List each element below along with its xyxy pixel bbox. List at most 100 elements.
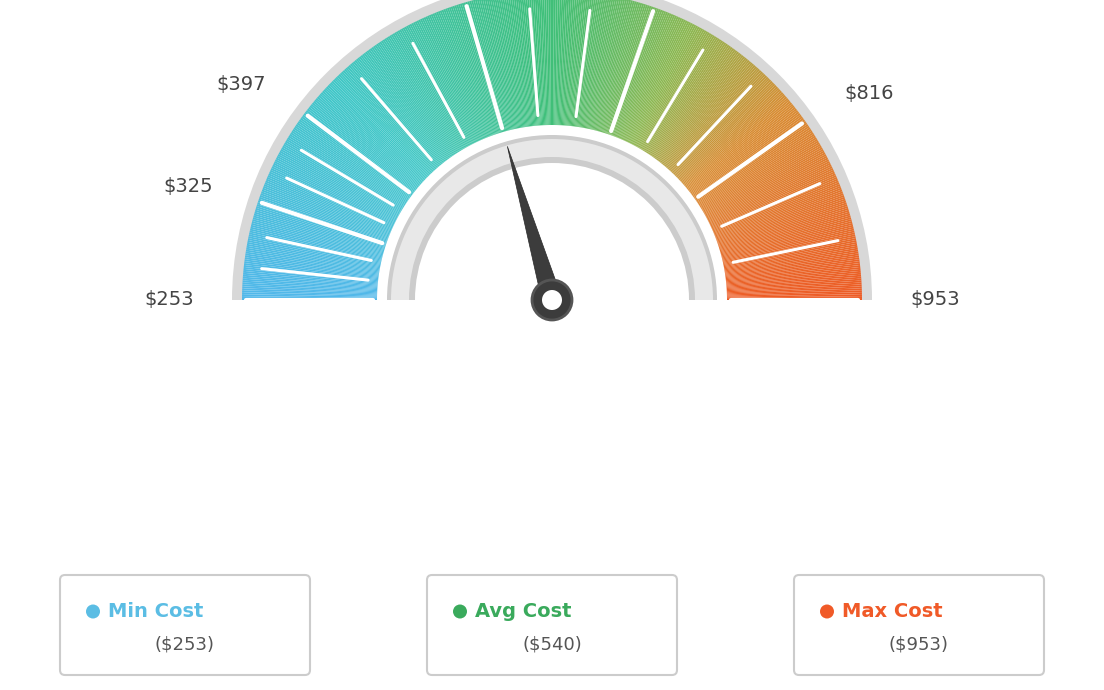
Wedge shape (246, 250, 380, 273)
Wedge shape (245, 253, 379, 275)
Wedge shape (539, 0, 545, 125)
Wedge shape (404, 26, 469, 146)
Wedge shape (283, 146, 401, 214)
Wedge shape (700, 135, 816, 208)
Wedge shape (687, 101, 790, 188)
Wedge shape (716, 197, 845, 243)
Wedge shape (269, 170, 393, 228)
Wedge shape (723, 238, 856, 266)
Wedge shape (724, 242, 857, 268)
Wedge shape (309, 106, 416, 191)
Wedge shape (558, 0, 564, 125)
Wedge shape (636, 28, 703, 147)
Wedge shape (616, 12, 668, 138)
Wedge shape (608, 6, 654, 135)
Wedge shape (434, 12, 487, 138)
Wedge shape (242, 286, 378, 293)
Wedge shape (322, 90, 423, 183)
Wedge shape (681, 90, 782, 183)
Wedge shape (688, 106, 795, 191)
Wedge shape (699, 132, 814, 206)
Wedge shape (725, 263, 860, 280)
Wedge shape (275, 159, 396, 221)
Wedge shape (552, 0, 554, 125)
Wedge shape (250, 228, 382, 261)
Wedge shape (719, 204, 848, 247)
Wedge shape (503, 0, 526, 127)
Wedge shape (560, 0, 567, 125)
Wedge shape (321, 92, 422, 184)
Wedge shape (384, 38, 458, 152)
Wedge shape (548, 0, 551, 125)
Wedge shape (617, 12, 670, 138)
Wedge shape (708, 159, 829, 221)
Wedge shape (669, 70, 762, 171)
Wedge shape (721, 217, 851, 255)
Wedge shape (726, 267, 860, 282)
Wedge shape (657, 52, 739, 160)
Wedge shape (253, 217, 383, 255)
Wedge shape (263, 186, 390, 237)
Wedge shape (273, 163, 395, 224)
Wedge shape (661, 59, 749, 164)
Wedge shape (346, 68, 436, 170)
Wedge shape (509, 0, 529, 127)
Wedge shape (342, 70, 435, 171)
Wedge shape (301, 116, 411, 197)
Wedge shape (710, 168, 834, 226)
Circle shape (453, 604, 467, 618)
Wedge shape (722, 223, 852, 257)
Wedge shape (728, 296, 862, 299)
Wedge shape (581, 0, 604, 128)
Wedge shape (662, 60, 750, 165)
Wedge shape (715, 188, 841, 237)
Wedge shape (719, 208, 849, 249)
Wedge shape (243, 269, 378, 284)
Wedge shape (242, 284, 378, 293)
Wedge shape (439, 10, 490, 137)
Wedge shape (431, 14, 485, 139)
Wedge shape (593, 0, 627, 130)
Wedge shape (390, 35, 461, 151)
Wedge shape (250, 230, 382, 262)
Wedge shape (250, 233, 381, 263)
Wedge shape (658, 52, 741, 161)
Wedge shape (447, 8, 493, 135)
Wedge shape (496, 0, 521, 128)
Wedge shape (263, 188, 389, 237)
Wedge shape (728, 298, 862, 300)
Wedge shape (592, 0, 624, 130)
Wedge shape (329, 83, 427, 179)
Wedge shape (693, 118, 804, 198)
Text: Min Cost: Min Cost (108, 602, 203, 621)
Wedge shape (242, 288, 378, 295)
Wedge shape (726, 290, 862, 295)
Wedge shape (267, 177, 392, 232)
Wedge shape (688, 104, 794, 190)
Wedge shape (245, 255, 379, 276)
Wedge shape (261, 191, 389, 239)
Wedge shape (258, 199, 386, 244)
Wedge shape (656, 50, 737, 159)
Text: $953: $953 (910, 290, 959, 310)
Wedge shape (701, 137, 817, 209)
Wedge shape (726, 271, 861, 285)
Wedge shape (726, 269, 861, 284)
Wedge shape (251, 225, 382, 259)
Wedge shape (724, 248, 858, 272)
Wedge shape (724, 244, 857, 269)
Wedge shape (248, 238, 381, 266)
Wedge shape (670, 71, 763, 172)
Wedge shape (254, 213, 384, 253)
Wedge shape (353, 61, 440, 166)
Wedge shape (254, 212, 384, 251)
Wedge shape (673, 77, 768, 175)
Wedge shape (453, 6, 497, 135)
Circle shape (532, 280, 572, 320)
Wedge shape (393, 33, 463, 150)
Wedge shape (293, 129, 406, 204)
Wedge shape (723, 235, 856, 264)
Wedge shape (261, 193, 388, 241)
Wedge shape (622, 15, 677, 140)
Wedge shape (726, 282, 861, 291)
